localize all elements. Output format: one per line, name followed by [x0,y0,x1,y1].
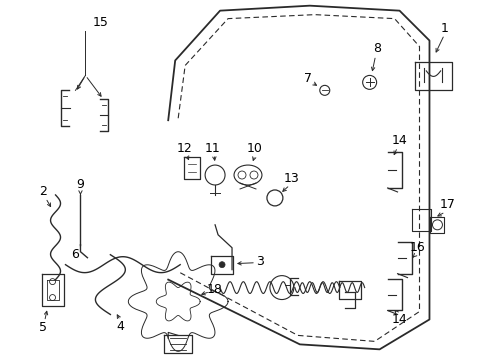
Text: 16: 16 [409,241,425,254]
Text: 7: 7 [303,72,311,85]
Text: 10: 10 [246,141,263,155]
Text: 6: 6 [71,248,79,261]
Text: 3: 3 [256,255,264,268]
Text: 2: 2 [39,185,46,198]
Text: 13: 13 [284,171,299,185]
Text: 11: 11 [204,141,220,155]
Text: 9: 9 [77,179,84,192]
Circle shape [219,262,224,268]
Text: 8: 8 [373,42,381,55]
Text: 4: 4 [116,320,124,333]
Text: 12: 12 [176,141,192,155]
Text: 15: 15 [92,16,108,29]
Text: 14: 14 [391,313,407,326]
Text: 18: 18 [207,283,223,296]
Text: 1: 1 [440,22,447,35]
Text: 17: 17 [439,198,454,211]
Text: 14: 14 [391,134,407,147]
Text: 5: 5 [39,321,46,334]
